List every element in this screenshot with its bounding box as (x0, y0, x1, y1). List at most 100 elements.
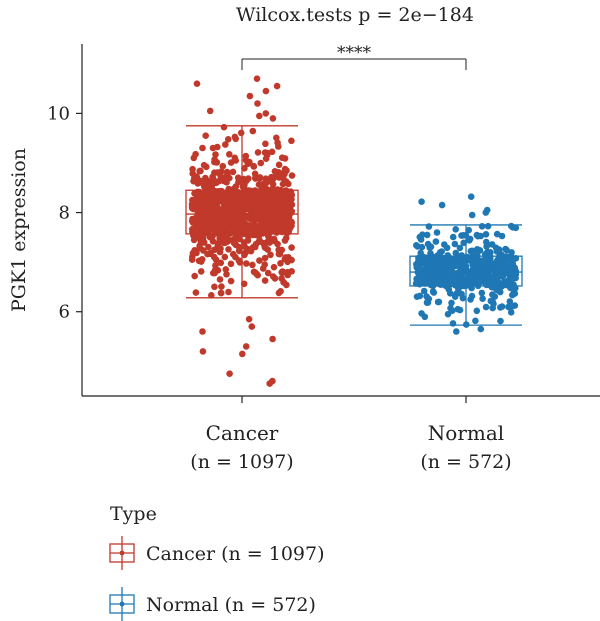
box-iqr (409, 255, 523, 287)
data-point (211, 283, 218, 291)
data-point (231, 133, 239, 141)
data-point (260, 239, 267, 247)
data-point (210, 175, 217, 183)
data-point (191, 272, 198, 280)
data-point (441, 241, 448, 248)
data-point (286, 218, 293, 225)
data-point (249, 261, 256, 269)
data-point (279, 207, 286, 214)
outlier-point (246, 92, 254, 100)
data-point (504, 253, 512, 261)
data-point (244, 237, 252, 244)
data-point (479, 295, 486, 303)
y-axis-label: PGK1 expression (8, 148, 30, 312)
data-point (230, 239, 238, 247)
outlier-point (467, 193, 475, 200)
boxplot (185, 125, 299, 299)
data-point (424, 298, 431, 306)
data-point (273, 134, 280, 142)
outlier-point (438, 201, 446, 209)
data-point (489, 260, 497, 267)
data-point (269, 207, 277, 215)
data-point (472, 317, 479, 325)
data-point (432, 238, 440, 245)
data-point (261, 254, 269, 262)
data-point (282, 188, 289, 195)
data-point (481, 255, 489, 262)
chart-title: Wilcox.tests p = 2e−184 (236, 4, 474, 26)
data-point (417, 249, 425, 257)
data-point (206, 197, 213, 204)
data-point (211, 158, 218, 166)
data-point (489, 273, 497, 280)
data-point (507, 265, 515, 273)
data-point (502, 245, 509, 253)
data-point (482, 269, 490, 277)
data-point (448, 299, 455, 307)
data-point (271, 168, 279, 175)
data-point (224, 136, 232, 143)
group-cancer (185, 75, 299, 387)
data-point (225, 200, 232, 208)
outlier-point (253, 75, 261, 82)
data-point (283, 229, 291, 237)
data-point (288, 137, 295, 145)
data-point (258, 185, 266, 192)
data-point (480, 262, 488, 270)
data-point (249, 244, 257, 251)
data-point (236, 235, 243, 243)
outlier-point (255, 112, 263, 120)
data-point (217, 225, 225, 232)
data-point (427, 243, 435, 251)
data-point (256, 257, 263, 264)
data-point (225, 246, 232, 253)
data-point (217, 259, 225, 267)
data-point (217, 194, 225, 202)
data-point (231, 204, 239, 211)
outlier-point (193, 80, 201, 87)
data-point (199, 144, 206, 152)
data-point (269, 181, 277, 188)
data-point (482, 303, 490, 311)
data-point (281, 237, 289, 244)
data-point (192, 150, 199, 158)
data-point (271, 198, 278, 205)
data-point (467, 281, 475, 289)
data-point (288, 172, 296, 179)
data-point (512, 224, 520, 232)
data-point (278, 269, 286, 276)
data-point (248, 215, 256, 223)
data-point (511, 302, 519, 309)
data-point (507, 309, 515, 316)
outlier-point (245, 315, 253, 323)
data-point (431, 280, 439, 287)
data-point (262, 175, 270, 182)
data-point (229, 168, 237, 176)
legend-key (109, 587, 135, 621)
data-point (239, 212, 246, 219)
data-point (433, 229, 441, 236)
data-point (478, 289, 486, 297)
jitter-points (188, 75, 296, 387)
data-point (267, 251, 274, 259)
x-tick-label: Cancer (206, 421, 279, 445)
data-point (493, 230, 501, 238)
data-point (201, 183, 208, 191)
data-point (261, 221, 269, 229)
legend: Type Cancer (n = 1097) Normal (n = 572) (109, 503, 325, 621)
data-point (259, 265, 267, 272)
data-point (193, 228, 201, 235)
plot-area (185, 75, 523, 387)
data-point (464, 268, 471, 275)
data-point (219, 162, 227, 170)
data-point (416, 292, 424, 300)
data-point (236, 243, 243, 251)
data-point (489, 291, 496, 298)
data-point (456, 244, 464, 252)
data-point (286, 200, 293, 207)
data-point (468, 292, 476, 300)
data-point (274, 191, 282, 198)
data-point (193, 249, 200, 257)
boxplot (409, 224, 523, 326)
data-point (237, 129, 245, 137)
